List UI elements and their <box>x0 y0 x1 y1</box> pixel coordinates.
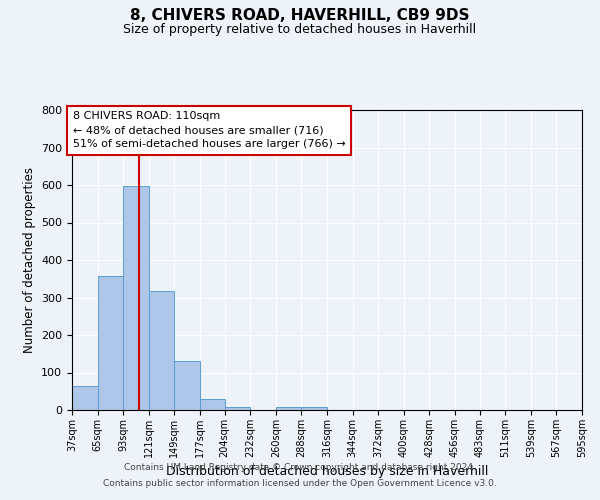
Bar <box>149 291 175 410</box>
Text: Contains public sector information licensed under the Open Government Licence v3: Contains public sector information licen… <box>103 478 497 488</box>
X-axis label: Distribution of detached houses by size in Haverhill: Distribution of detached houses by size … <box>166 466 488 478</box>
Text: Size of property relative to detached houses in Haverhill: Size of property relative to detached ho… <box>124 22 476 36</box>
Bar <box>175 361 200 410</box>
Bar <box>224 407 250 410</box>
Bar <box>301 407 327 410</box>
Bar <box>276 407 301 410</box>
Bar <box>200 399 224 410</box>
Text: Contains HM Land Registry data © Crown copyright and database right 2024.: Contains HM Land Registry data © Crown c… <box>124 464 476 472</box>
Y-axis label: Number of detached properties: Number of detached properties <box>23 167 35 353</box>
Bar <box>123 186 149 410</box>
Bar <box>98 276 123 410</box>
Text: 8 CHIVERS ROAD: 110sqm
← 48% of detached houses are smaller (716)
51% of semi-de: 8 CHIVERS ROAD: 110sqm ← 48% of detached… <box>73 111 346 149</box>
Text: 8, CHIVERS ROAD, HAVERHILL, CB9 9DS: 8, CHIVERS ROAD, HAVERHILL, CB9 9DS <box>130 8 470 22</box>
Bar <box>72 386 98 410</box>
